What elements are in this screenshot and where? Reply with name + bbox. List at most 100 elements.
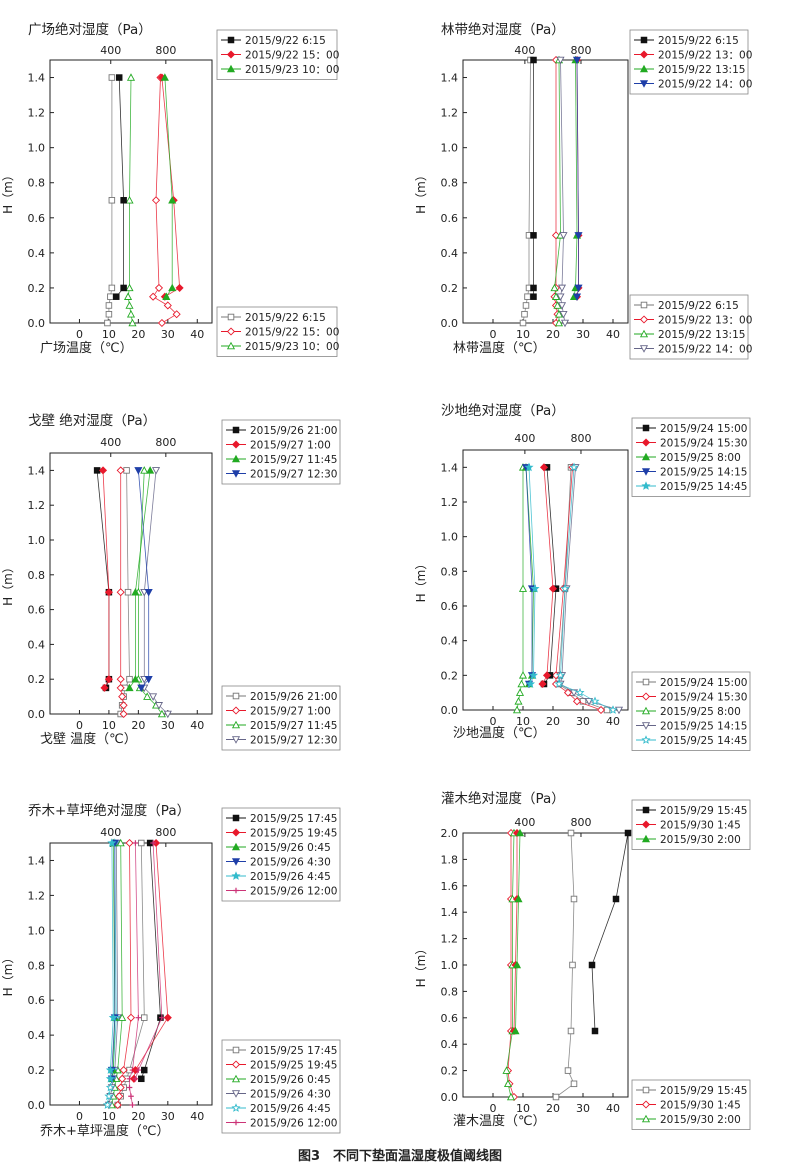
temperature-point bbox=[554, 309, 564, 318]
humidity-point bbox=[105, 1074, 115, 1083]
x-tick-label: 10 bbox=[516, 328, 530, 341]
y-tick-label: 1.4 bbox=[441, 72, 459, 85]
humidity-series-line bbox=[135, 842, 163, 1079]
x-tick-label: 30 bbox=[161, 719, 175, 732]
y-tick-label: 0.6 bbox=[28, 604, 46, 617]
y-tick-label: 0.6 bbox=[28, 994, 46, 1007]
legend-temperature-marker bbox=[226, 341, 236, 350]
temperature-point bbox=[126, 675, 133, 683]
temperature-point bbox=[157, 318, 166, 328]
humidity-series-line bbox=[528, 467, 536, 685]
legend-humidity-box-5 bbox=[221, 807, 341, 902]
chart-panel-4: 沙地绝对湿度（Pa） 400 800 0 10 20 30 40 0.0 0.2 0.4 0.6 0.8… bbox=[414, 403, 751, 751]
humidity-point bbox=[572, 293, 582, 301]
temperature-point bbox=[557, 284, 567, 293]
y-axis-label: H（m） bbox=[414, 558, 428, 603]
humidity-series-line bbox=[161, 77, 181, 298]
y-tick-label: 0.6 bbox=[441, 1012, 459, 1025]
y-tick-label: 0.2 bbox=[28, 673, 46, 686]
top-tick-label: 400 bbox=[514, 432, 535, 445]
temperature-point bbox=[512, 705, 522, 714]
temperature-point bbox=[113, 1100, 122, 1110]
humidity-point bbox=[542, 671, 552, 680]
temperature-point bbox=[116, 1083, 125, 1092]
legend-temperature-marker bbox=[231, 736, 241, 744]
legend-humidity-label: 2015/9/25 14:15 bbox=[660, 466, 747, 478]
x-tick-label: 30 bbox=[576, 1102, 590, 1115]
y-tick-label: 0.6 bbox=[441, 212, 459, 225]
x-tick-label: 20 bbox=[546, 1102, 560, 1115]
legend-humidity-label: 2015/9/25 17:45 bbox=[250, 813, 337, 825]
y-tick-label: 0.4 bbox=[28, 638, 46, 651]
temperature-point bbox=[567, 829, 575, 837]
legend-temperature-marker bbox=[639, 315, 649, 324]
x-tick-label: 30 bbox=[576, 328, 590, 341]
temperature-point bbox=[575, 687, 585, 697]
temperature-point bbox=[569, 462, 579, 472]
humidity-series-line bbox=[102, 470, 110, 689]
humidity-series-line bbox=[111, 843, 116, 1079]
legend-humidity-label: 2015/9/26 12:00 bbox=[250, 885, 337, 897]
humidity-point bbox=[624, 829, 632, 837]
humidity-point bbox=[548, 584, 558, 593]
legend-temperature-label: 2015/9/25 14:45 bbox=[660, 735, 747, 747]
temperature-point bbox=[572, 697, 582, 706]
x-tick-label: 40 bbox=[606, 1102, 620, 1115]
legend-temperature-label: 2015/9/22 6:15 bbox=[658, 300, 739, 312]
legend-temperature-label: 2015/9/26 12:00 bbox=[250, 1117, 337, 1129]
legend-humidity-marker bbox=[642, 806, 650, 814]
humidity-point bbox=[588, 961, 596, 969]
temperature-point bbox=[163, 710, 172, 719]
chart-title: 沙地绝对湿度（Pa） bbox=[441, 403, 565, 419]
x-axis-label: 广场温度（℃） bbox=[40, 340, 133, 356]
x-tick-label: 20 bbox=[546, 715, 560, 728]
humidity-point bbox=[105, 1065, 115, 1074]
temperature-point bbox=[118, 692, 127, 701]
x-tick-label: 10 bbox=[102, 328, 116, 341]
temperature-point bbox=[560, 583, 570, 593]
y-tick-label: 1.2 bbox=[441, 107, 459, 120]
humidity-series-line bbox=[525, 467, 533, 685]
humidity-point bbox=[146, 466, 155, 474]
legend-temperature-marker bbox=[233, 1119, 239, 1126]
legend-humidity-label: 2015/9/22 15：00 bbox=[245, 49, 339, 61]
legend-temperature-marker bbox=[232, 1046, 240, 1054]
humidity-point bbox=[104, 675, 113, 684]
humidity-point bbox=[168, 283, 177, 292]
humidity-point bbox=[141, 1066, 148, 1074]
humidity-point bbox=[144, 588, 153, 597]
temperature-point bbox=[551, 292, 561, 300]
x-axis-label: 灌木温度（℃） bbox=[453, 1113, 546, 1129]
temperature-point bbox=[128, 1093, 134, 1100]
plot-frame bbox=[462, 449, 629, 711]
temperature-point bbox=[128, 318, 137, 327]
humidity-point bbox=[525, 679, 536, 688]
temperature-point bbox=[559, 310, 568, 319]
legend-humidity-marker bbox=[641, 834, 651, 843]
legend-humidity-label: 2015/9/24 15:00 bbox=[660, 423, 747, 435]
legend-humidity-label: 2015/9/26 0:45 bbox=[250, 842, 331, 854]
humidity-series-line bbox=[515, 832, 521, 1032]
temperature-point bbox=[116, 675, 125, 684]
y-tick-label: 0.4 bbox=[441, 1038, 459, 1051]
legend-humidity-label: 2015/9/22 13：00 bbox=[658, 49, 752, 61]
y-tick-label: 0.0 bbox=[28, 708, 46, 721]
humidity-point bbox=[591, 1027, 599, 1035]
legend-temperature-label: 2015/9/27 12:30 bbox=[250, 734, 337, 746]
top-tick-label: 800 bbox=[570, 44, 591, 57]
legend-humidity-marker bbox=[640, 36, 648, 44]
temperature-point bbox=[116, 838, 125, 847]
y-tick-label: 1.6 bbox=[441, 880, 459, 893]
x-tick-label: 20 bbox=[131, 719, 145, 732]
y-tick-label: 1.4 bbox=[28, 854, 46, 867]
temperature-point bbox=[119, 1066, 128, 1075]
x-tick-label: 20 bbox=[546, 328, 560, 341]
y-tick-label: 0.0 bbox=[28, 1099, 46, 1112]
x-tick-label: 30 bbox=[161, 328, 175, 341]
chart-panel-3: 戈壁 绝对湿度（Pa） 400 800 0 10 20 30 40 0.0 0.2 0.4 0.6 0.… bbox=[1, 413, 341, 751]
chart-title: 灌木绝对湿度（Pa） bbox=[441, 791, 565, 807]
temperature-point bbox=[104, 1091, 114, 1101]
temperature-point bbox=[149, 693, 158, 701]
humidity-series-line bbox=[513, 833, 518, 1032]
legend-humidity-label: 2015/9/22 6:15 bbox=[658, 35, 739, 47]
